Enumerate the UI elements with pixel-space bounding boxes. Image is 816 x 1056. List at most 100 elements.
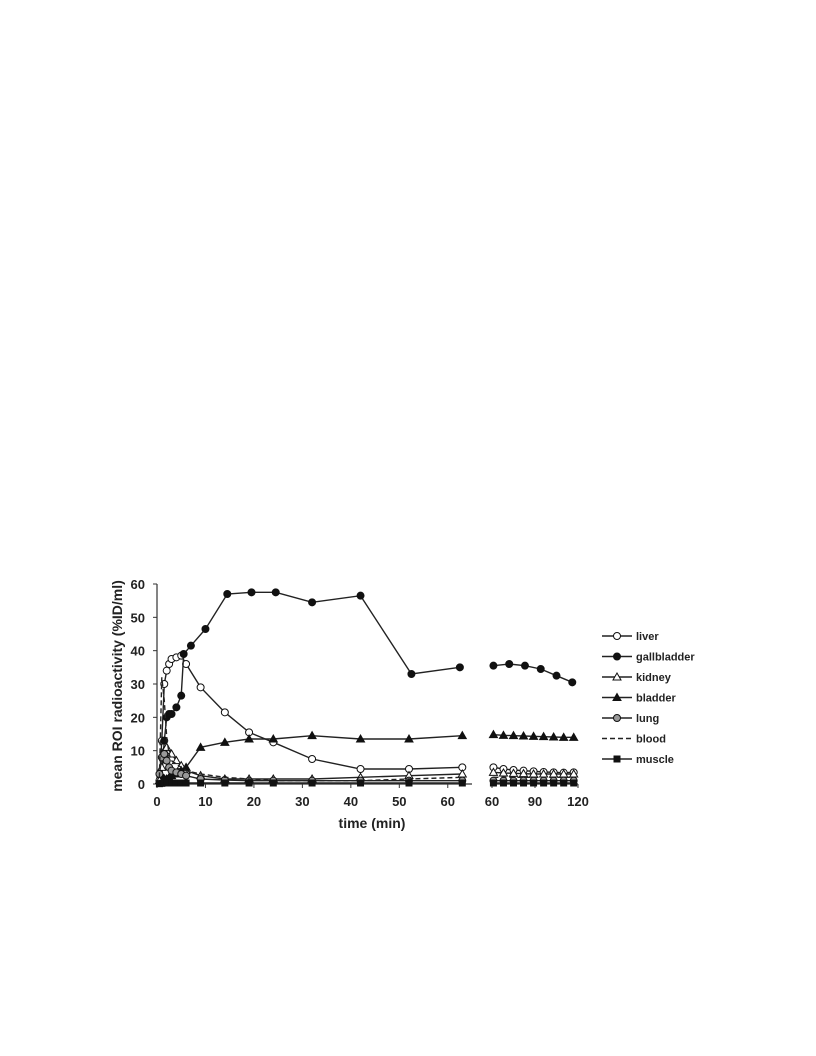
chart-axes: 0 10 20 30 40 50 60 0 10 20 30 40 50 60 60 90 120	[131, 577, 589, 809]
data-point-bladder	[307, 730, 317, 740]
legend-label: bladder	[636, 693, 676, 705]
legend-label: blood	[636, 734, 666, 746]
data-point-bladder	[528, 731, 539, 740]
y-tick-label: 30	[131, 677, 145, 692]
series-gallbladder	[157, 588, 577, 782]
y-tick-label: 50	[131, 610, 145, 625]
data-point-liver	[220, 708, 229, 717]
data-point-muscle	[182, 779, 190, 787]
x-tick-label: 90	[528, 794, 542, 809]
data-point-gallbladder	[520, 661, 529, 670]
series-line-gallbladder	[493, 663, 573, 683]
data-point-muscle	[245, 779, 253, 787]
data-point-muscle	[168, 779, 176, 787]
legend-marker-lung	[613, 714, 621, 722]
data-point-gallbladder	[407, 670, 416, 678]
data-point-gallbladder	[308, 598, 317, 607]
legend-item-lung: lung	[602, 713, 659, 725]
data-point-gallbladder	[201, 625, 210, 633]
series-line-kidney	[158, 746, 463, 781]
data-point-gallbladder	[455, 663, 464, 672]
data-point-gallbladder	[356, 591, 365, 600]
legend-marker-liver	[613, 632, 621, 640]
data-point-gallbladder	[172, 703, 181, 712]
data-point-muscle	[489, 779, 497, 787]
data-point-muscle	[520, 779, 528, 787]
data-point-kidney	[508, 768, 519, 777]
data-point-muscle	[221, 779, 229, 787]
data-point-bladder	[548, 731, 559, 741]
data-point-kidney	[488, 767, 499, 776]
series-line-gallbladder	[161, 591, 460, 778]
series-line-blood	[158, 677, 463, 782]
data-point-muscle	[308, 779, 316, 787]
data-point-muscle	[530, 779, 538, 787]
y-tick-label: 0	[138, 777, 145, 792]
legend-item-liver: liver	[602, 631, 659, 643]
legend-label: lung	[636, 713, 659, 725]
data-point-lung	[182, 771, 191, 780]
data-point-gallbladder	[223, 590, 232, 598]
legend-item-gallbladder: gallbladder	[602, 652, 695, 664]
data-point-gallbladder	[489, 661, 498, 670]
data-point-liver	[196, 683, 205, 692]
data-point-gallbladder	[179, 650, 188, 658]
x-tick-label: 120	[567, 794, 589, 809]
data-point-bladder	[355, 733, 366, 743]
data-point-muscle	[560, 779, 568, 787]
data-point-muscle	[550, 779, 558, 787]
data-point-gallbladder	[177, 691, 186, 700]
legend-item-blood: blood	[602, 734, 666, 746]
data-point-muscle	[269, 779, 277, 787]
data-point-lung	[160, 750, 169, 758]
legend-marker-kidney	[612, 671, 622, 681]
data-point-gallbladder	[167, 710, 176, 718]
data-point-muscle	[570, 779, 578, 787]
legend-item-bladder: bladder	[602, 692, 676, 705]
legend-marker-muscle	[613, 755, 621, 763]
data-point-muscle	[510, 779, 517, 787]
data-point-bladder	[404, 733, 414, 743]
series-liver	[155, 651, 578, 785]
x-axis-label: time (min)	[339, 815, 406, 831]
data-point-gallbladder	[247, 588, 256, 597]
data-point-muscle	[197, 779, 205, 787]
legend-label: kidney	[636, 672, 672, 684]
data-point-lung	[162, 756, 171, 765]
data-point-gallbladder	[186, 641, 195, 650]
data-point-muscle	[177, 779, 185, 787]
x-tick-label: 30	[295, 794, 309, 809]
data-point-gallbladder	[536, 665, 545, 673]
x-tick-label: 50	[392, 794, 406, 809]
y-tick-label: 20	[131, 710, 145, 725]
legend-label: liver	[636, 631, 659, 643]
data-point-gallbladder	[568, 678, 577, 687]
chart-plot-area	[154, 588, 579, 788]
data-point-gallbladder	[505, 660, 514, 668]
x-tick-label: 0	[153, 794, 160, 809]
y-axis-label: mean ROI radioactivity (%ID/ml)	[109, 580, 125, 792]
data-point-bladder	[219, 737, 230, 746]
x-tick-label: 10	[198, 794, 212, 809]
data-point-bladder	[195, 742, 206, 751]
x-tick-label: 20	[247, 794, 261, 809]
chart-legend: liver gallbladder kidney bladder lung blood mu…	[602, 631, 695, 766]
data-point-kidney	[498, 767, 509, 777]
x-tick-label: 40	[344, 794, 358, 809]
legend-item-muscle: muscle	[602, 754, 674, 766]
data-point-bladder	[518, 730, 529, 740]
series-muscle	[155, 779, 578, 788]
data-point-bladder	[268, 733, 279, 743]
series-blood	[158, 677, 574, 782]
data-point-muscle	[405, 779, 413, 787]
y-tick-label: 60	[131, 577, 145, 592]
legend-label: gallbladder	[636, 652, 695, 664]
data-point-bladder	[558, 732, 569, 741]
data-point-bladder	[508, 730, 519, 740]
data-point-bladder	[498, 730, 509, 739]
legend-marker-gallbladder	[613, 652, 621, 661]
data-point-liver	[308, 755, 317, 763]
data-point-gallbladder	[552, 671, 561, 680]
data-point-gallbladder	[271, 588, 280, 597]
